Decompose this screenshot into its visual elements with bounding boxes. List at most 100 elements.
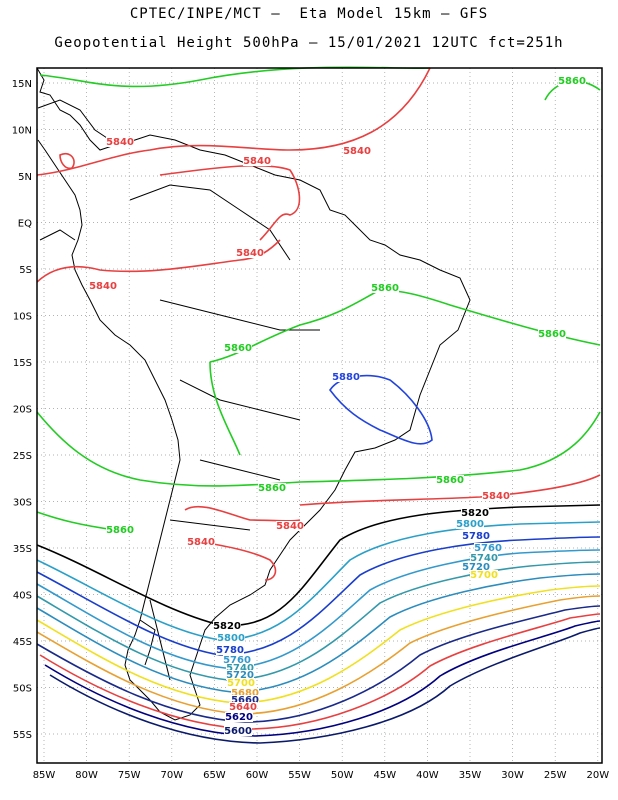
lon-tick-label: 80W [75,770,98,781]
contour-label: 5720 [226,670,254,681]
lon-tick-label: 55W [288,770,311,781]
contour-label-bg [224,726,252,736]
contour-label-bg [482,491,510,501]
contour-label-bg [223,655,251,665]
contour-label: 5800 [456,519,484,530]
lat-tick-label: 5S [19,265,32,276]
lat-tick-label: 5N [18,172,32,183]
contour-label-bg [231,695,259,705]
contour-label-bg [371,283,399,293]
contour-label-bg [231,688,259,698]
contour-label: 5860 [538,329,566,340]
contour-label: 5620 [225,712,253,723]
contour-label: 5780 [462,531,490,542]
contour-label-bg [470,570,498,580]
map-title-line2: Geopotential Height 500hPa – 15/01/2021 … [54,35,564,51]
contour-label: 5860 [258,483,286,494]
contour-label-bg [225,712,253,722]
contour-label-bg [456,519,484,529]
lat-lon-grid [37,68,602,763]
lon-tick-label: 60W [246,770,269,781]
contour-label: 5760 [223,655,251,666]
lat-tick-label: 20S [13,405,32,416]
lat-tick-label: 10N [12,126,32,137]
contour-label: 5840 [89,281,117,292]
lon-tick-label: 50W [331,770,354,781]
lat-tick-label: 40S [13,591,32,602]
contour-label-bg [216,645,244,655]
longitude-labels: 85W 80W 75W 70W 65W 60W 55W 50W 45W 40W 35W 30W 25W 2… [33,770,610,781]
contour-label-bg [243,156,271,166]
contour-label: 5860 [106,525,134,536]
lat-tick-label: 15N [12,79,32,90]
contour-label-bg [474,543,502,553]
contour-label: 5720 [462,562,490,573]
contour-label: 5880 [332,372,360,383]
lat-tick-label: 35S [13,544,32,555]
contour-label-bg [106,137,134,147]
lat-tick-label: 50S [13,684,32,695]
lat-tick-label: 45S [13,637,32,648]
lon-tick-label: 30W [501,770,524,781]
height-contours [36,66,601,744]
contour-label-bg [226,663,254,673]
contour-labels: 5860 5840 5840 5840 5840 5840 5860 5860 5860 5880… [89,76,586,737]
contour-label: 5840 [187,537,215,548]
lat-tick-label: EQ [18,219,32,230]
contour-label-bg [213,621,241,631]
coastline [36,67,471,721]
contour-label: 5860 [436,475,464,486]
contour-label-bg [187,537,215,547]
contour-label: 5780 [216,645,244,656]
lon-tick-label: 75W [118,770,141,781]
lon-tick-label: 35W [459,770,482,781]
contour-label-bg [226,670,254,680]
contour-label-bg [462,562,490,572]
contour-label: 5800 [217,633,245,644]
lat-tick-label: 15S [13,358,32,369]
lon-tick-label: 70W [160,770,183,781]
lat-tick-label: 30S [13,498,32,509]
contour-label: 5700 [227,678,255,689]
map-frame [36,67,603,764]
lon-tick-label: 25W [544,770,567,781]
lon-tick-label: 65W [203,770,226,781]
contour-label-bg [558,76,586,86]
lat-tick-label: 25S [13,451,32,462]
contour-label: 5840 [106,137,134,148]
contour-label: 5840 [343,146,371,157]
contour-label: 5680 [231,688,259,699]
contour-label: 5740 [226,663,254,674]
contour-label: 5840 [243,156,271,167]
contour-label-bg [227,678,255,688]
contour-label: 5820 [213,621,241,632]
contour-label-bg [258,483,286,493]
contour-label: 5860 [558,76,586,87]
contour-label-bg [217,633,245,643]
map-title-line1: CPTEC/INPE/MCT – Eta Model 15km – GFS [129,6,489,22]
contour-label: 5760 [474,543,502,554]
contour-label: 5860 [371,283,399,294]
lon-tick-label: 85W [33,770,56,781]
contour-label: 5600 [224,726,252,737]
contour-label: 5640 [229,702,257,713]
lon-tick-label: 40W [416,770,439,781]
contour-label-bg [229,702,257,712]
contour-label-bg [224,343,252,353]
contour-label: 5660 [231,695,259,706]
contour-label-bg [436,475,464,485]
lon-tick-label: 20W [586,770,609,781]
contour-label-bg [89,281,117,291]
lat-tick-label: 55S [13,730,32,741]
contour-label: 5820 [461,508,489,519]
contour-label: 5860 [224,343,252,354]
contour-label: 5840 [276,521,304,532]
contour-label-bg [538,329,566,339]
lat-tick-label: 10S [13,312,32,323]
contour-label: 5700 [470,570,498,581]
contour-label-bg [470,553,498,563]
contour-label-bg [461,508,489,518]
latitude-labels: 15N 10N 5N EQ 5S 10S 15S 20S 25S 30S 35S 40S 45S 50S 5… [12,79,32,741]
contour-label-bg [332,372,360,382]
